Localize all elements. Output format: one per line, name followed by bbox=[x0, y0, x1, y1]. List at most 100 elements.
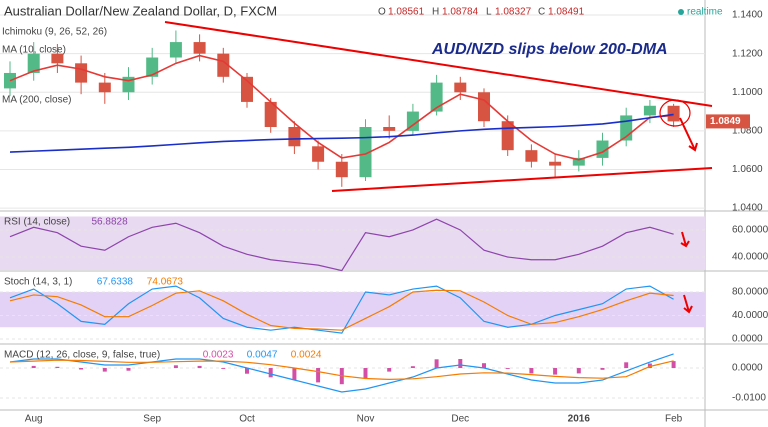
series-line bbox=[9, 113, 674, 153]
candle-body bbox=[98, 82, 111, 93]
indicator-value: 74.0673 bbox=[147, 277, 184, 288]
histogram-bar bbox=[245, 368, 249, 374]
headline: AUD/NZD slips below 200-DMA bbox=[431, 41, 668, 58]
candle-body bbox=[217, 53, 230, 77]
trendline bbox=[331, 167, 713, 192]
x-tick-label: Dec bbox=[451, 414, 469, 425]
candle-body bbox=[146, 57, 159, 77]
candle-body bbox=[75, 63, 88, 83]
candle-body bbox=[264, 101, 277, 128]
candle-body bbox=[643, 105, 656, 116]
candle-body bbox=[454, 82, 467, 93]
series-line bbox=[9, 218, 674, 272]
histogram-bar bbox=[624, 362, 629, 369]
ohlc-key: C bbox=[538, 7, 545, 18]
candle-body bbox=[406, 111, 419, 131]
histogram-bar bbox=[268, 368, 273, 378]
x-tick-label: Aug bbox=[25, 414, 43, 425]
ohlc-value: 1.08327 bbox=[495, 7, 532, 18]
x-tick-label: Oct bbox=[239, 414, 255, 425]
arrow bbox=[683, 294, 693, 314]
candle-body bbox=[288, 127, 301, 147]
y-tick-label: 0.0000 bbox=[732, 334, 763, 345]
indicator-label: MACD (12, 26, close, 9, false, true) bbox=[4, 350, 160, 361]
candle-body bbox=[383, 127, 396, 131]
candle-body bbox=[478, 92, 490, 122]
highlight-circle bbox=[659, 99, 691, 127]
candle-body bbox=[667, 105, 680, 122]
candle-body bbox=[169, 42, 182, 58]
histogram-bar bbox=[482, 363, 486, 369]
y-tick-label: 1.1000 bbox=[732, 87, 763, 98]
histogram-bar bbox=[102, 368, 107, 372]
histogram-bar bbox=[576, 368, 581, 374]
legend-entry: MA (200, close) bbox=[2, 95, 71, 106]
trendline bbox=[164, 21, 713, 107]
indicator-value: 0.0023 bbox=[203, 350, 234, 361]
histogram-bar bbox=[126, 368, 131, 371]
series-line bbox=[9, 353, 674, 393]
y-tick-label: 40.0000 bbox=[732, 310, 768, 321]
histogram-bar bbox=[221, 368, 226, 369]
candle-body bbox=[27, 53, 40, 73]
legend-entry: MA (10, close) bbox=[2, 45, 66, 56]
histogram-bar bbox=[363, 368, 368, 379]
histogram-bar bbox=[31, 365, 36, 369]
histogram-bar bbox=[410, 366, 415, 369]
arrow bbox=[679, 117, 698, 152]
x-tick-label: 2016 bbox=[568, 414, 591, 425]
y-tick-label: 1.0800 bbox=[732, 126, 763, 137]
y-tick-label: 1.0600 bbox=[732, 164, 763, 175]
ohlc-value: 1.08784 bbox=[442, 7, 479, 18]
band bbox=[0, 291, 705, 328]
arrow bbox=[680, 231, 690, 248]
histogram-bar bbox=[529, 368, 534, 374]
indicator-label: RSI (14, close) bbox=[4, 217, 70, 228]
indicator-label: Stoch (14, 3, 1) bbox=[4, 277, 72, 288]
histogram-bar bbox=[671, 361, 676, 369]
indicator-value: 67.6338 bbox=[97, 277, 134, 288]
candle-body bbox=[335, 161, 348, 178]
y-tick-label: 80.0000 bbox=[732, 287, 768, 298]
candle-body bbox=[525, 150, 538, 162]
symbol: Australian Dollar/New Zealand Dollar, D,… bbox=[4, 3, 277, 18]
histogram-bar bbox=[434, 359, 439, 369]
series-line bbox=[9, 285, 674, 334]
histogram-bar bbox=[55, 366, 60, 369]
histogram-bar bbox=[600, 368, 605, 370]
ohlc-key: H bbox=[432, 7, 439, 18]
y-tick-label: 1.0400 bbox=[732, 203, 763, 214]
price-label-box bbox=[706, 114, 750, 129]
ohlc-key: O bbox=[378, 7, 386, 18]
histogram-bar bbox=[79, 368, 84, 370]
y-tick-label: -0.0100 bbox=[732, 393, 766, 404]
histogram-bar bbox=[647, 363, 652, 369]
histogram-bar bbox=[505, 368, 510, 369]
histogram-bar bbox=[316, 368, 321, 383]
histogram-bar bbox=[458, 359, 463, 369]
series-line bbox=[9, 54, 674, 161]
ohlc-value: 1.08491 bbox=[548, 7, 585, 18]
histogram-bar bbox=[292, 368, 297, 381]
candle-body bbox=[359, 127, 372, 178]
y-tick-label: 40.0000 bbox=[732, 252, 768, 263]
indicator-label: Ichimoku (9, 26, 52, 26) bbox=[2, 27, 107, 38]
ohlc-value: 1.08561 bbox=[388, 7, 425, 18]
histogram-bar bbox=[173, 365, 178, 369]
x-tick-label: Feb bbox=[665, 414, 683, 425]
candle-body bbox=[312, 146, 325, 162]
y-tick-label: 60.0000 bbox=[732, 225, 768, 236]
histogram-bar bbox=[197, 365, 202, 369]
status-dot bbox=[678, 9, 684, 15]
candle-body bbox=[193, 42, 206, 54]
candle-body bbox=[549, 161, 562, 166]
x-tick-label: Sep bbox=[143, 414, 161, 425]
candle-body bbox=[430, 82, 443, 112]
marks: 1.0400 1.0600 1.0800 1.1000 1.1200 1.1400 Aug S… bbox=[0, 10, 768, 425]
ohlc-key: L bbox=[486, 7, 492, 18]
series-line bbox=[9, 359, 674, 381]
ohlc: O 1.08561 H 1.08784 L 1.08327 C 1.08491 bbox=[378, 7, 585, 18]
x-tick-label: Nov bbox=[357, 414, 375, 425]
